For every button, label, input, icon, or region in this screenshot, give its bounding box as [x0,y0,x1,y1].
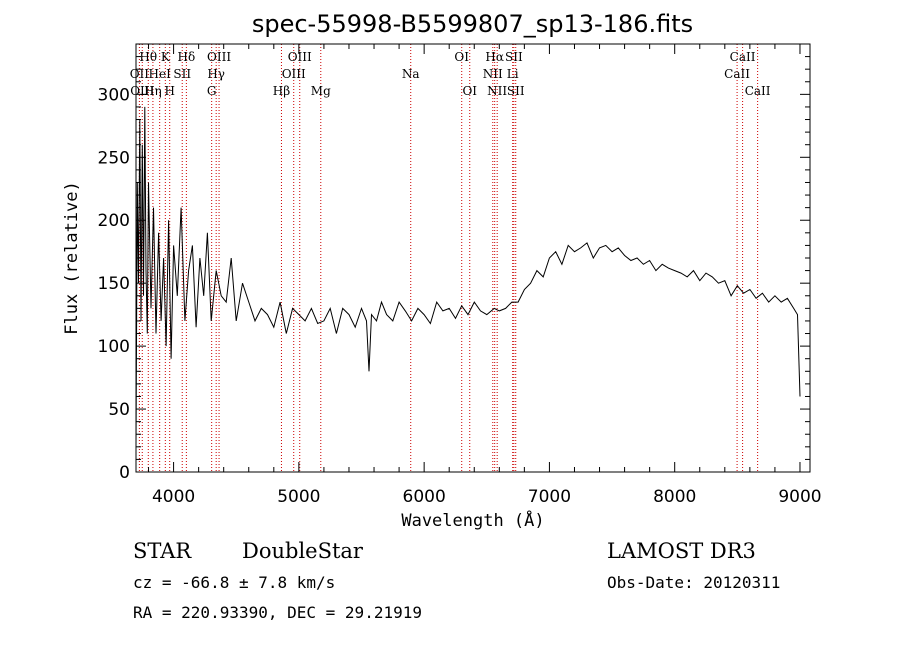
axis-ticks: 4000 5000 6000 7000 8000 9000 0 50 100 150 200 250 3… [98,44,822,507]
line-label-oiii: OIII [207,50,231,64]
line-label-caii: CaII [730,50,756,64]
line-label-sii: SII [505,50,523,64]
observation-date: Obs-Date: 20120311 [607,573,781,592]
object-subclass: DoubleStar [242,539,363,563]
line-label-oiii: OIII [282,67,306,81]
redshift-cz: cz = -66.8 ± 7.8 km/s [133,573,336,592]
line-label-oi: OI [462,84,477,98]
y-axis-label: Flux (relative) [62,181,82,335]
y-tick-label: 150 [98,274,130,294]
line-label-hθ: Hθ [139,50,157,64]
y-tick-label: 200 [98,211,130,231]
y-tick-label: 250 [98,148,130,168]
line-label-sii: SII [173,67,191,81]
line-label-hβ: Hβ [273,84,290,98]
line-label-sii: SII [507,84,525,98]
y-tick-label: 50 [108,400,130,420]
line-label-hα: Hα [485,50,504,64]
coordinates: RA = 220.93390, DEC = 29.21919 [133,603,422,622]
survey-name: LAMOST DR3 [607,539,756,563]
line-label-na: Na [402,67,420,81]
x-tick-label: 7000 [528,487,571,507]
plot-axes-frame [135,43,811,473]
emission-line-markers [138,44,759,472]
x-tick-label: 9000 [778,487,821,507]
line-label-oii: OII [130,67,150,81]
line-label-li: Li [507,67,519,81]
x-axis-label: Wavelength (Å) [401,511,545,531]
line-label-oiii: OIII [288,50,312,64]
line-label-nii: NII [483,67,503,81]
line-label-oiii: OIII [130,84,154,98]
line-label-hδ: Hδ [178,50,196,64]
chart-title: spec-55998-B5599807_sp13-186.fits [251,10,694,38]
x-tick-label: 5000 [277,487,320,507]
line-label-oi: OI [454,50,469,64]
y-tick-label: 0 [119,463,130,483]
line-label-nii: NII [487,84,507,98]
x-tick-label: 4000 [152,487,195,507]
spectrum-series-line [135,106,801,447]
line-label-caii: CaII [745,84,771,98]
object-class: STAR [133,539,192,563]
x-tick-label: 6000 [403,487,446,507]
line-label-hη: Hη [144,84,162,98]
y-tick-label: 100 [98,337,130,357]
line-label-hγ: Hγ [207,67,225,81]
line-label-g: G [207,84,217,98]
line-label-caii: CaII [724,67,750,81]
x-tick-label: 8000 [653,487,696,507]
line-label-k: K [161,50,171,64]
line-label-hei: HeI [149,67,172,81]
line-label-h: H [164,84,174,98]
y-tick-label: 300 [98,85,130,105]
emission-line-labels: OII OIII Hθ Hη HeI K H SII Hδ G Hγ OIII Hβ OIII OIII Mg… [130,50,771,98]
line-label-mg: Mg [311,84,331,98]
